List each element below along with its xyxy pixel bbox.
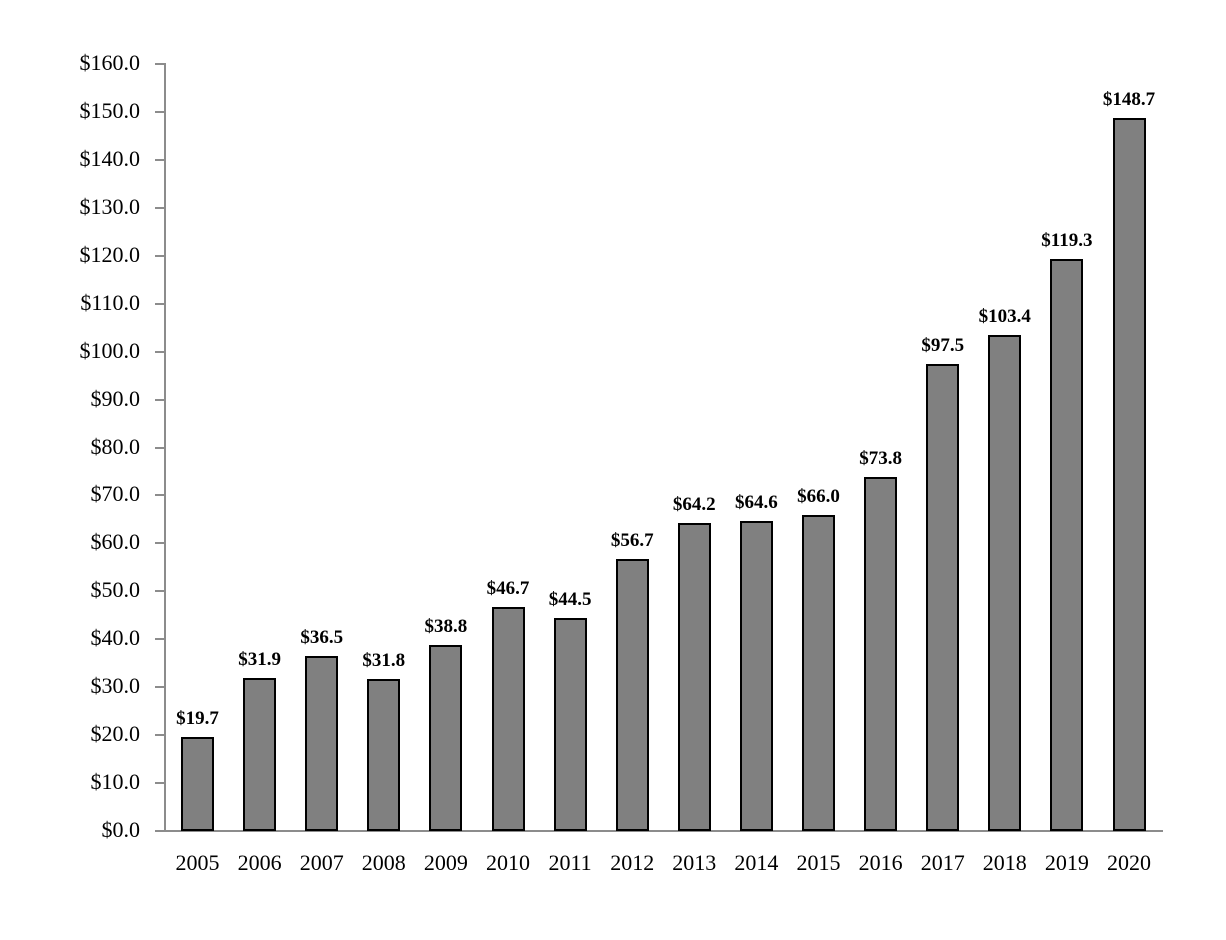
x-tick-label: 2005 <box>175 850 220 875</box>
bar-2007 <box>305 656 339 831</box>
y-tick-mark <box>155 542 165 545</box>
bar-2009 <box>429 645 463 831</box>
y-tick-mark <box>155 494 165 497</box>
x-tick-label: 2015 <box>796 850 841 875</box>
y-tick-mark <box>155 350 165 353</box>
y-tick-label: $120.0 <box>79 241 141 267</box>
bar-2020 <box>1112 118 1146 831</box>
data-label: $56.7 <box>610 530 654 552</box>
y-tick-label: $30.0 <box>90 673 141 699</box>
data-label: $148.7 <box>1102 89 1156 111</box>
y-tick-mark <box>155 398 165 401</box>
y-tick-mark <box>155 302 165 305</box>
x-tick-label: 2016 <box>858 850 903 875</box>
y-tick-mark <box>155 638 165 641</box>
data-label: $119.3 <box>1041 230 1093 252</box>
bar-2017 <box>926 363 960 831</box>
x-tick-label: 2017 <box>920 850 965 875</box>
data-label: $46.7 <box>486 578 530 600</box>
x-tick-label: 2014 <box>734 850 779 875</box>
bar-2012 <box>615 559 649 831</box>
y-tick-label: $10.0 <box>90 769 141 795</box>
y-tick-mark <box>155 63 165 65</box>
x-tick-label: 2019 <box>1044 850 1089 875</box>
y-tick-label: $110.0 <box>80 289 140 315</box>
data-label: $64.2 <box>672 494 716 516</box>
y-tick-label: $60.0 <box>90 529 141 555</box>
x-tick-label: 2009 <box>423 850 468 875</box>
x-tick-label: 2012 <box>610 850 655 875</box>
bar-2019 <box>1050 259 1084 831</box>
bar-2013 <box>677 523 711 831</box>
data-label: $38.8 <box>424 616 468 637</box>
y-tick-mark <box>155 734 165 737</box>
data-label: $31.8 <box>362 649 406 671</box>
data-label: $66.0 <box>797 485 840 507</box>
y-tick-label: $150.0 <box>79 97 141 123</box>
y-tick-label: $140.0 <box>79 145 141 171</box>
y-tick-label: $100.0 <box>79 337 141 363</box>
bar-2014 <box>739 521 773 831</box>
x-tick-label: 2018 <box>982 850 1027 875</box>
bar-2016 <box>864 477 898 831</box>
bar-2010 <box>491 607 525 831</box>
y-axis-line <box>164 63 166 832</box>
bar-2005 <box>181 736 214 831</box>
y-tick-label: $70.0 <box>90 481 141 507</box>
y-tick-label: $20.0 <box>90 721 141 747</box>
data-label: $44.5 <box>548 588 592 610</box>
y-tick-label: $50.0 <box>90 577 141 603</box>
y-tick-mark <box>155 590 165 593</box>
bar-2018 <box>988 335 1022 831</box>
data-label: $19.7 <box>176 707 219 729</box>
y-tick-label: $80.0 <box>90 433 141 459</box>
y-tick-mark <box>155 782 165 785</box>
data-label: $36.5 <box>300 627 344 649</box>
bar-2015 <box>802 514 835 831</box>
y-tick-mark <box>155 446 165 449</box>
x-tick-label: 2006 <box>237 850 282 875</box>
data-label: $73.8 <box>859 448 902 470</box>
data-label: $64.6 <box>735 492 778 514</box>
y-tick-label: $90.0 <box>90 385 141 411</box>
y-tick-mark <box>155 158 165 161</box>
x-tick-label: 2007 <box>299 850 344 875</box>
y-tick-label: $130.0 <box>79 193 141 219</box>
y-tick-mark <box>155 254 165 257</box>
data-label: $97.5 <box>921 334 965 356</box>
y-tick-label: $40.0 <box>90 625 141 651</box>
x-tick-label: 2008 <box>361 850 406 875</box>
x-tick-label: 2010 <box>486 850 530 875</box>
bar-2006 <box>243 678 277 831</box>
bar-2011 <box>553 617 587 831</box>
x-tick-label: 2011 <box>548 850 592 875</box>
y-tick-mark <box>155 110 165 113</box>
x-tick-label: 2013 <box>672 850 717 875</box>
y-tick-label: $160.0 <box>79 50 141 75</box>
data-label: $103.4 <box>978 306 1031 328</box>
y-tick-mark <box>155 686 165 689</box>
y-tick-mark <box>155 206 165 209</box>
x-axis-line <box>155 830 1163 832</box>
y-tick-label: $0.0 <box>101 817 141 842</box>
bar-2008 <box>367 678 401 831</box>
x-tick-label: 2020 <box>1107 850 1151 875</box>
data-label: $31.9 <box>238 649 281 671</box>
y-tick-mark <box>155 830 165 832</box>
